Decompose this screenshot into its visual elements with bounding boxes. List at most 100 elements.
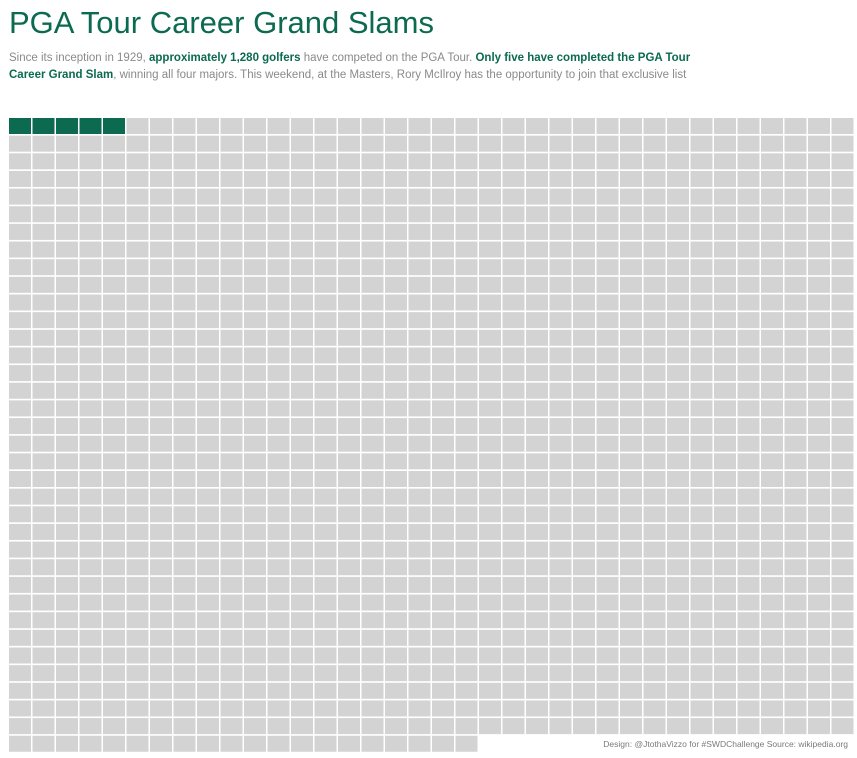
waffle-cell-golfer <box>103 523 125 540</box>
waffle-cell-golfer <box>596 488 619 505</box>
waffle-cell-golfer <box>197 400 219 417</box>
waffle-cell-golfer <box>361 700 384 717</box>
waffle-cell-golfer <box>9 223 31 240</box>
waffle-cell-golfer <box>361 453 384 470</box>
waffle-cell-golfer <box>831 665 854 682</box>
waffle-cell-golfer <box>808 647 830 664</box>
waffle-cell-golfer <box>314 506 337 523</box>
waffle-cell-golfer <box>361 682 384 699</box>
waffle-cell-golfer <box>197 471 219 487</box>
waffle-cell-golfer <box>596 382 619 399</box>
waffle-cell-golfer <box>173 188 196 205</box>
waffle-cell-golfer <box>361 435 384 452</box>
waffle-cell-golfer <box>596 347 619 364</box>
waffle-cell-golfer <box>79 223 102 240</box>
waffle-cell-golfer <box>526 647 548 664</box>
waffle-cell-golfer <box>56 170 78 187</box>
subtitle-text-3: , winning all four majors. This weekend,… <box>113 69 687 81</box>
waffle-cell-golfer <box>784 629 807 646</box>
waffle-cell-golfer <box>173 629 196 646</box>
waffle-cell-golfer <box>267 400 290 417</box>
waffle-cell-golfer <box>244 629 266 646</box>
waffle-cell-golfer <box>126 294 149 311</box>
waffle-cell-golfer <box>690 153 713 170</box>
waffle-cell-golfer <box>361 259 384 276</box>
waffle-cell-golfer <box>526 223 548 240</box>
waffle-cell-golfer <box>244 312 266 329</box>
waffle-cell-golfer <box>502 523 525 540</box>
waffle-cell-golfer <box>103 170 125 187</box>
waffle-cell-golfer <box>314 312 337 329</box>
waffle-cell-golfer <box>314 471 337 487</box>
waffle-cell-golfer <box>643 682 666 699</box>
waffle-cell-golfer <box>126 241 149 258</box>
waffle-cell-golfer <box>737 506 760 523</box>
waffle-cell-golfer <box>173 170 196 187</box>
waffle-cell-golfer <box>103 276 125 293</box>
waffle-cell-golfer <box>408 541 431 558</box>
waffle-cell-golfer <box>714 294 736 311</box>
waffle-cell-golfer <box>56 541 78 558</box>
waffle-cell-golfer <box>267 365 290 382</box>
waffle-cell-golfer <box>596 118 619 134</box>
waffle-cell-golfer <box>479 365 501 382</box>
waffle-cell-golfer <box>573 365 595 382</box>
waffle-cell-golfer <box>267 223 290 240</box>
waffle-cell-golfer <box>32 559 55 576</box>
waffle-cell-golfer <box>267 153 290 170</box>
waffle-cell-golfer <box>549 241 572 258</box>
waffle-cell-golfer <box>220 400 243 417</box>
waffle-cell-golfer <box>408 382 431 399</box>
waffle-cell-golfer <box>690 135 713 152</box>
waffle-cell-golfer <box>479 488 501 505</box>
waffle-cell-golfer <box>291 276 313 293</box>
waffle-cell-golfer <box>291 559 313 576</box>
waffle-cell-golfer <box>267 329 290 346</box>
waffle-cell-golfer <box>620 718 642 735</box>
waffle-cell-golfer <box>9 700 31 717</box>
waffle-cell-golfer <box>549 559 572 576</box>
waffle-cell-golfer <box>620 576 642 593</box>
waffle-cell-golfer <box>220 453 243 470</box>
waffle-cell-golfer <box>784 206 807 223</box>
waffle-cell-golfer <box>56 135 78 152</box>
waffle-cell-golfer <box>197 665 219 682</box>
waffle-cell-golfer <box>338 259 360 276</box>
waffle-cell-golfer <box>32 365 55 382</box>
waffle-cell-golfer <box>197 170 219 187</box>
waffle-cell-golfer <box>267 188 290 205</box>
waffle-cell-golfer <box>79 418 102 435</box>
waffle-cell-golfer <box>103 223 125 240</box>
waffle-cell-golfer <box>338 418 360 435</box>
waffle-cell-golfer <box>385 135 407 152</box>
waffle-cell-golfer <box>455 471 478 487</box>
waffle-cell-golfer <box>220 471 243 487</box>
waffle-cell-golfer <box>737 541 760 558</box>
waffle-cell-golfer <box>9 153 31 170</box>
waffle-cell-golfer <box>761 382 783 399</box>
waffle-cell-golfer <box>385 471 407 487</box>
waffle-cell-golfer <box>549 523 572 540</box>
waffle-cell-golfer <box>32 576 55 593</box>
waffle-cell-golfer <box>761 453 783 470</box>
waffle-cell-golfer <box>150 241 172 258</box>
waffle-cell-golfer <box>9 259 31 276</box>
waffle-cell-golfer <box>79 294 102 311</box>
waffle-cell-golfer <box>126 118 149 134</box>
waffle-cell-golfer <box>526 718 548 735</box>
waffle-cell-golfer <box>197 576 219 593</box>
waffle-cell-golfer <box>79 682 102 699</box>
waffle-cell-golfer <box>549 418 572 435</box>
waffle-cell-golfer <box>479 435 501 452</box>
waffle-cell-golfer <box>761 559 783 576</box>
waffle-cell-golfer <box>244 559 266 576</box>
waffle-cell-golfer <box>9 241 31 258</box>
waffle-cell-golfer <box>596 700 619 717</box>
waffle-cell-golfer <box>714 471 736 487</box>
waffle-cell-golfer <box>690 700 713 717</box>
waffle-cell-golfer <box>549 294 572 311</box>
waffle-cell-golfer <box>667 665 689 682</box>
waffle-cell-golfer <box>479 665 501 682</box>
waffle-cell-golfer <box>79 135 102 152</box>
waffle-cell-golfer <box>9 170 31 187</box>
